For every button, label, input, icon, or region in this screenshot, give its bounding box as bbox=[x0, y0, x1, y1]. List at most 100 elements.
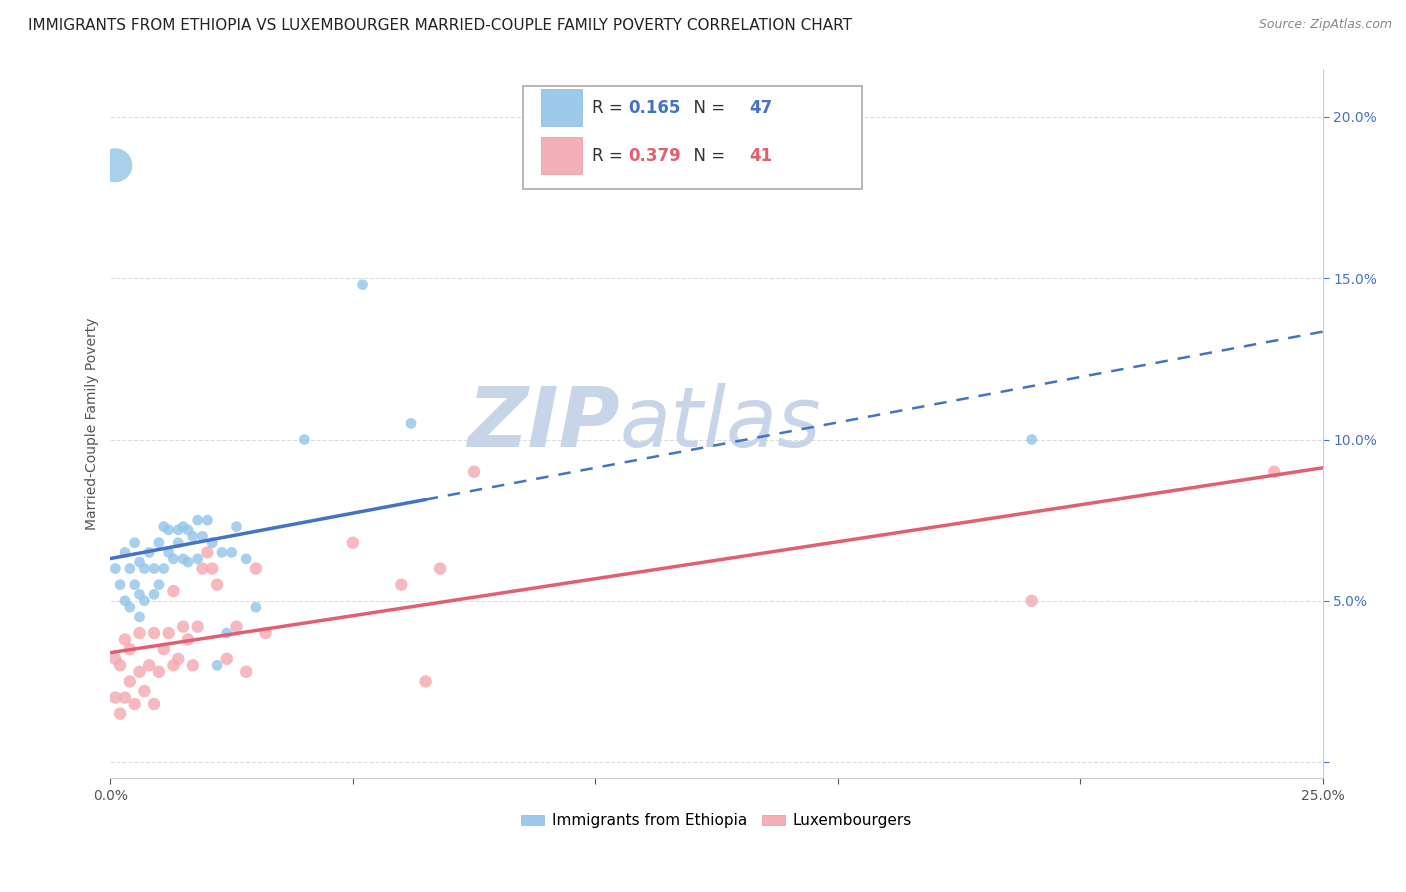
Point bbox=[215, 652, 238, 666]
Point bbox=[191, 529, 214, 543]
Text: IMMIGRANTS FROM ETHIOPIA VS LUXEMBOURGER MARRIED-COUPLE FAMILY POVERTY CORRELATI: IMMIGRANTS FROM ETHIOPIA VS LUXEMBOURGER… bbox=[28, 18, 852, 33]
Point bbox=[152, 561, 174, 575]
Point bbox=[172, 619, 194, 633]
Point bbox=[205, 577, 228, 591]
Point bbox=[172, 519, 194, 533]
Point bbox=[148, 665, 170, 679]
Point bbox=[187, 513, 209, 527]
Point bbox=[399, 417, 422, 431]
Point bbox=[143, 587, 166, 601]
Point bbox=[342, 535, 364, 549]
Point bbox=[352, 277, 374, 292]
Text: atlas: atlas bbox=[620, 383, 821, 464]
Point bbox=[118, 674, 141, 689]
FancyBboxPatch shape bbox=[541, 89, 582, 127]
Point bbox=[157, 523, 180, 537]
Point bbox=[124, 577, 146, 591]
Point bbox=[114, 690, 136, 705]
Point bbox=[162, 552, 184, 566]
Point bbox=[148, 577, 170, 591]
Point bbox=[167, 523, 190, 537]
Point bbox=[128, 665, 150, 679]
FancyBboxPatch shape bbox=[523, 87, 862, 189]
Point bbox=[104, 561, 127, 575]
Point bbox=[128, 626, 150, 640]
Point bbox=[108, 706, 131, 721]
Point bbox=[205, 658, 228, 673]
FancyBboxPatch shape bbox=[541, 137, 582, 174]
Point bbox=[108, 658, 131, 673]
Point bbox=[197, 513, 219, 527]
Point bbox=[463, 465, 485, 479]
Point bbox=[104, 690, 127, 705]
Point bbox=[128, 555, 150, 569]
Point bbox=[108, 577, 131, 591]
Point bbox=[138, 545, 160, 559]
Point bbox=[181, 658, 204, 673]
Text: Source: ZipAtlas.com: Source: ZipAtlas.com bbox=[1258, 18, 1392, 31]
Point bbox=[177, 632, 200, 647]
Point bbox=[134, 561, 156, 575]
Point bbox=[167, 535, 190, 549]
Point bbox=[114, 594, 136, 608]
Point bbox=[124, 535, 146, 549]
Point bbox=[157, 545, 180, 559]
Point bbox=[128, 610, 150, 624]
Point bbox=[143, 697, 166, 711]
Point bbox=[191, 561, 214, 575]
Point bbox=[1263, 465, 1285, 479]
Point bbox=[292, 433, 315, 447]
Point bbox=[118, 561, 141, 575]
Point bbox=[177, 555, 200, 569]
Point bbox=[235, 552, 257, 566]
Point bbox=[172, 552, 194, 566]
Point bbox=[152, 642, 174, 657]
Point bbox=[118, 642, 141, 657]
Text: 0.379: 0.379 bbox=[628, 147, 681, 165]
Point bbox=[254, 626, 277, 640]
Point bbox=[143, 626, 166, 640]
Text: N =: N = bbox=[682, 99, 730, 117]
Point bbox=[157, 626, 180, 640]
Point bbox=[143, 561, 166, 575]
Text: N =: N = bbox=[682, 147, 730, 165]
Point bbox=[415, 674, 437, 689]
Point bbox=[124, 697, 146, 711]
Point bbox=[114, 545, 136, 559]
Point bbox=[181, 529, 204, 543]
Point bbox=[1021, 594, 1043, 608]
Point bbox=[118, 600, 141, 615]
Point bbox=[134, 684, 156, 698]
Point bbox=[225, 519, 247, 533]
Point bbox=[162, 658, 184, 673]
Point bbox=[134, 594, 156, 608]
Point bbox=[201, 561, 224, 575]
Point bbox=[235, 665, 257, 679]
Point bbox=[114, 632, 136, 647]
Point bbox=[177, 523, 200, 537]
Legend: Immigrants from Ethiopia, Luxembourgers: Immigrants from Ethiopia, Luxembourgers bbox=[515, 807, 918, 834]
Point bbox=[138, 658, 160, 673]
Y-axis label: Married-Couple Family Poverty: Married-Couple Family Poverty bbox=[86, 318, 100, 530]
Text: R =: R = bbox=[592, 147, 627, 165]
Point bbox=[215, 626, 238, 640]
Point bbox=[225, 619, 247, 633]
Text: 0.165: 0.165 bbox=[628, 99, 681, 117]
Text: ZIP: ZIP bbox=[467, 383, 620, 464]
Point bbox=[167, 652, 190, 666]
Point bbox=[389, 577, 412, 591]
Point bbox=[245, 600, 267, 615]
Point bbox=[1021, 433, 1043, 447]
Point bbox=[152, 519, 174, 533]
Text: R =: R = bbox=[592, 99, 627, 117]
Point bbox=[211, 545, 233, 559]
Text: 47: 47 bbox=[749, 99, 772, 117]
Point bbox=[104, 158, 127, 172]
Point bbox=[187, 552, 209, 566]
Point bbox=[201, 535, 224, 549]
Point bbox=[197, 545, 219, 559]
Point bbox=[104, 652, 127, 666]
Point bbox=[187, 619, 209, 633]
Point bbox=[148, 535, 170, 549]
Text: 41: 41 bbox=[749, 147, 772, 165]
